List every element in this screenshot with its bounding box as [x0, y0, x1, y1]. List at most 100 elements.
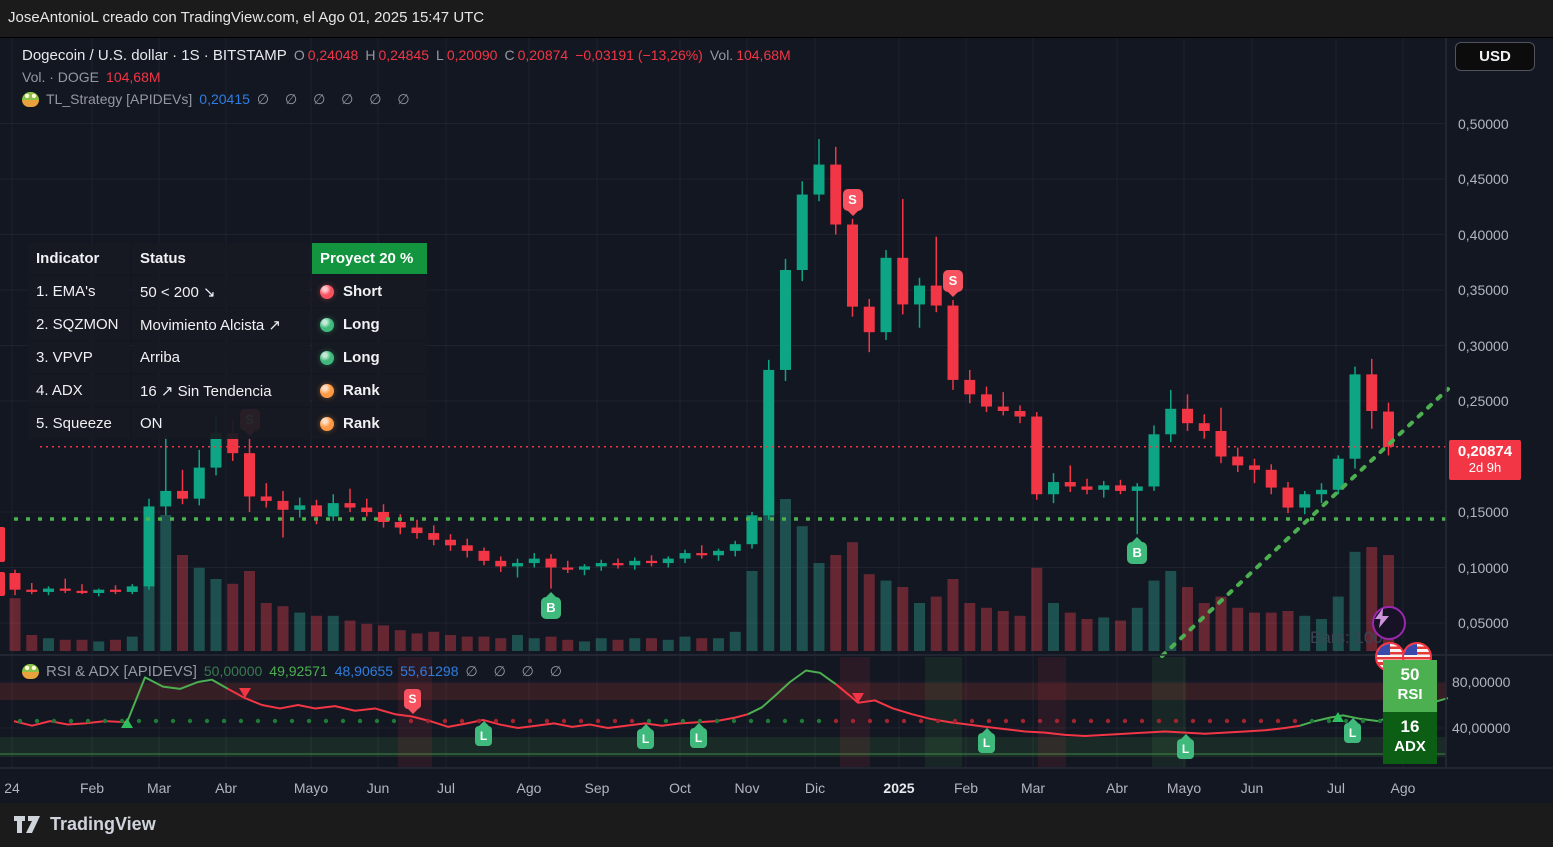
- chart-legend: Dogecoin / U.S. dollar · 1S · BITSTAMP O…: [22, 44, 791, 110]
- time-axis-label[interactable]: Ago: [1390, 780, 1416, 796]
- table-row-name: 4. ADX: [28, 375, 130, 406]
- indicator-status-table: Indicator Status Proyect 20 % 1. EMA's 5…: [28, 243, 427, 439]
- level-lines: [14, 387, 1450, 658]
- grid-lines: [0, 38, 1446, 768]
- frog-icon: [22, 663, 39, 679]
- doge-volume-label: Vol. · DOGE: [22, 69, 100, 85]
- current-price-tag: 0,20874 2d 9h: [1449, 440, 1521, 480]
- rsi-axis-label[interactable]: 40,00000: [1452, 720, 1511, 736]
- status-dot: [320, 317, 334, 332]
- chart-region[interactable]: Dogecoin / U.S. dollar · 1S · BITSTAMP O…: [0, 38, 1553, 803]
- status-dot: [320, 350, 334, 365]
- symbol-title[interactable]: Dogecoin / U.S. dollar · 1S · BITSTAMP: [22, 46, 287, 64]
- sell-signal-badge: S: [842, 188, 863, 211]
- time-axis-label[interactable]: Abr: [215, 780, 237, 796]
- main-chart-canvas[interactable]: [0, 38, 1553, 803]
- volume-value: 104,68M: [736, 47, 791, 63]
- time-axis-label[interactable]: Jun: [1240, 780, 1264, 796]
- price-axis-label[interactable]: 0,05000: [1458, 615, 1509, 631]
- buy-signal-badge: B: [541, 596, 561, 619]
- table-row-status: Movimiento Alcista ↗: [132, 309, 310, 340]
- doge-volume-value: 104,68M: [106, 69, 161, 85]
- table-header-indicator: Indicator: [28, 243, 130, 274]
- time-axis-label[interactable]: 2025: [883, 780, 915, 796]
- price-axis-label[interactable]: 0,15000: [1458, 504, 1509, 520]
- status-dot: [320, 284, 334, 299]
- attribution-bar: JoseAntonioL creado con TradingView.com,…: [0, 0, 1553, 38]
- time-axis-label[interactable]: Abr: [1106, 780, 1128, 796]
- time-axis-label[interactable]: Mayo: [1166, 780, 1202, 796]
- time-axis-label[interactable]: Nov: [734, 780, 760, 796]
- frog-icon: [22, 91, 39, 107]
- change-value: −0,03191 (−13,26%): [575, 47, 703, 63]
- time-axis-label[interactable]: 24: [4, 780, 20, 796]
- price-axis-label[interactable]: 0,25000: [1458, 393, 1509, 409]
- table-row-signal: Rank: [312, 408, 427, 439]
- table-row-status: Arriba: [132, 342, 310, 373]
- table-row-name: 2. SQZMON: [28, 309, 130, 340]
- rsi-indicator-name[interactable]: RSI & ADX [APIDEVS]: [46, 662, 197, 680]
- rsi-null-values: ∅ ∅ ∅ ∅: [465, 662, 568, 679]
- attribution-text: JoseAntonioL creado con TradingView.com,…: [8, 9, 485, 26]
- footer-bar: TradingView: [0, 803, 1553, 847]
- time-axis-label[interactable]: Jul: [1327, 780, 1345, 796]
- table-header-proyect: Proyect 20 %: [312, 243, 427, 274]
- rsi-long-signal-badge: L: [1177, 738, 1194, 759]
- time-axis-label[interactable]: Oct: [669, 780, 691, 796]
- price-axis-label[interactable]: 0,35000: [1458, 282, 1509, 298]
- rsi-long-signal-badge: L: [690, 728, 707, 749]
- time-axis-label[interactable]: Sep: [584, 780, 610, 796]
- strategy-value: 0,20415: [199, 91, 250, 107]
- sell-signal-badge: S: [943, 269, 963, 292]
- low-value: 0,20090: [446, 47, 498, 63]
- price-axis-label[interactable]: 0,50000: [1458, 115, 1509, 132]
- table-row-signal: Short: [312, 276, 427, 307]
- table-row-status: ON: [132, 408, 310, 439]
- time-axis-label[interactable]: Feb: [79, 780, 105, 796]
- rsi-long-signal-badge: L: [475, 725, 492, 746]
- time-axis-label[interactable]: Ago: [516, 780, 542, 796]
- open-value: 0,24048: [307, 47, 359, 63]
- price-axis-label[interactable]: 0,45000: [1458, 171, 1509, 187]
- price-axis-label[interactable]: 0,30000: [1458, 337, 1509, 354]
- rsi-zone-bands: [0, 657, 1446, 767]
- strategy-row[interactable]: TL_Strategy [APIDEVs] 0,20415 ∅ ∅ ∅ ∅ ∅ …: [22, 88, 791, 110]
- rsi-value-2: 48,90655: [334, 663, 394, 679]
- volume-label: Vol.: [709, 47, 734, 63]
- time-axis-label[interactable]: Mar: [146, 780, 172, 796]
- buy-signal-badge: B: [1127, 542, 1148, 565]
- time-axis-label[interactable]: Jun: [366, 780, 390, 796]
- time-axis-label[interactable]: Mayo: [293, 780, 329, 796]
- status-dot: [320, 416, 334, 431]
- price-axis-label[interactable]: 0,40000: [1458, 226, 1509, 243]
- table-row-name: 1. EMA's: [28, 276, 130, 307]
- table-row-name: 5. Squeeze: [28, 408, 130, 439]
- symbol-row[interactable]: Dogecoin / U.S. dollar · 1S · BITSTAMP O…: [22, 44, 791, 66]
- time-axis-label[interactable]: Jul: [437, 780, 455, 796]
- tradingview-brand[interactable]: TradingView: [14, 814, 156, 835]
- status-dot: [320, 383, 334, 398]
- volume-row[interactable]: Vol. · DOGE 104,68M: [22, 66, 791, 88]
- pane-separators: [0, 38, 1553, 769]
- time-axis-label[interactable]: Dic: [804, 780, 826, 796]
- table-row-status: 50 < 200 ↘: [132, 276, 310, 307]
- rsi-axis-label[interactable]: 80,00000: [1452, 674, 1511, 690]
- rsi-legend-row[interactable]: RSI & ADX [APIDEVS] 50,00000 49,92571 48…: [22, 660, 568, 682]
- strategy-name[interactable]: TL_Strategy [APIDEVs]: [46, 91, 193, 107]
- rsi-down-triangle-icon: [852, 692, 864, 703]
- lightning-bubble-icon[interactable]: [1372, 606, 1406, 640]
- rsi-value-1: 49,92571: [269, 663, 328, 679]
- adx-value: 55,61298: [400, 663, 459, 679]
- high-value: 0,24845: [378, 47, 430, 63]
- table-header-status: Status: [132, 243, 310, 274]
- currency-toggle-button[interactable]: USD: [1455, 42, 1535, 71]
- low-label: L: [436, 47, 444, 63]
- price-axis-label[interactable]: 0,10000: [1458, 559, 1509, 576]
- rsi-long-signal-badge: L: [1344, 723, 1361, 744]
- high-label: H: [365, 47, 376, 63]
- time-axis-label[interactable]: Mar: [1020, 780, 1046, 796]
- table-row-name: 3. VPVP: [28, 342, 130, 373]
- table-row-signal: Rank: [312, 375, 427, 406]
- time-axis-label[interactable]: Feb: [953, 780, 979, 796]
